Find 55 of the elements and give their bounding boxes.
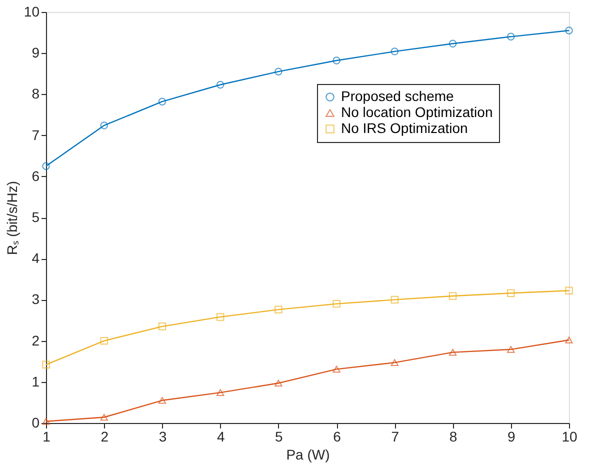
point: [158, 396, 166, 404]
point: [390, 359, 399, 366]
point: [274, 380, 282, 387]
point: [565, 286, 573, 295]
point: [100, 336, 108, 345]
y-tick-label: 9: [32, 44, 40, 61]
legend-label: No IRS Optimization: [341, 120, 468, 136]
point: [390, 48, 399, 56]
point: [448, 292, 457, 300]
x-tick-label: 2: [100, 428, 109, 444]
point: [158, 98, 166, 106]
point: [158, 322, 166, 330]
point: [42, 162, 50, 170]
point: [216, 313, 224, 321]
point: [448, 348, 457, 356]
point: [507, 289, 515, 297]
x-tick-label: 1: [42, 428, 51, 444]
y-tick-label: 10: [24, 4, 40, 20]
point: [216, 389, 224, 396]
x-axis-title: Pa (W): [286, 446, 330, 462]
point: [332, 56, 340, 64]
x-tick-label: 9: [507, 428, 516, 444]
y-tick-label: 0: [32, 414, 40, 430]
y-tick-label: 4: [32, 250, 40, 266]
point: [100, 414, 108, 421]
x-tick-label: 7: [391, 428, 400, 444]
y-tick-label: 2: [32, 332, 40, 348]
y-axis-title: Rₛ (bit/s/Hz): [4, 181, 20, 255]
legend-label: No location Optimization: [341, 104, 493, 120]
x-tick-label: 3: [158, 428, 167, 444]
point: [100, 122, 108, 130]
x-tick-label: 10: [562, 428, 578, 444]
y-tick-label: 7: [32, 126, 40, 143]
point: [332, 366, 340, 373]
x-tick-label: 6: [333, 428, 342, 444]
point: [565, 26, 573, 34]
point: [507, 32, 515, 41]
point: [507, 346, 515, 353]
point: [42, 360, 50, 368]
y-tick-label: 6: [32, 168, 40, 184]
legend-label: Proposed scheme: [341, 88, 454, 104]
point: [274, 68, 282, 76]
y-tick-label: 1: [32, 373, 40, 390]
y-tick-label: 8: [32, 86, 40, 102]
point: [216, 80, 224, 89]
point: [332, 300, 340, 308]
point: [565, 336, 573, 344]
x-tick-label: 8: [449, 428, 458, 444]
point: [448, 40, 457, 48]
y-tick-label: 3: [32, 291, 40, 308]
x-tick-label: 4: [216, 428, 225, 444]
x-tick-label: 5: [275, 428, 284, 444]
y-tick-label: 5: [32, 209, 40, 225]
point: [274, 306, 282, 314]
point: [390, 296, 399, 304]
